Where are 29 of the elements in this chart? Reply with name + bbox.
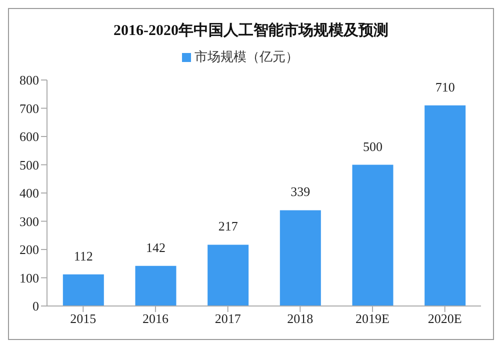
bar bbox=[62, 274, 104, 306]
bar bbox=[135, 266, 176, 306]
data-label: 112 bbox=[74, 248, 93, 264]
y-tick-label: 100 bbox=[20, 270, 39, 286]
y-tick-label: 600 bbox=[20, 129, 39, 144]
x-tick-label: 2018 bbox=[287, 311, 314, 326]
bar bbox=[424, 105, 466, 306]
y-tick-label: 700 bbox=[20, 100, 39, 116]
x-tick-label: 2019E bbox=[356, 311, 390, 326]
x-tick-label: 2017 bbox=[214, 311, 242, 326]
legend-label: 市场规模（亿元） bbox=[194, 50, 298, 65]
y-tick-label: 800 bbox=[20, 72, 39, 88]
y-tick-label: 400 bbox=[20, 186, 39, 201]
y-tick-label: 500 bbox=[20, 157, 39, 172]
y-tick-label: 0 bbox=[32, 298, 39, 314]
bar bbox=[352, 164, 394, 306]
x-tick-label: 2015 bbox=[70, 311, 96, 326]
data-label: 142 bbox=[146, 240, 166, 255]
bar bbox=[280, 210, 321, 306]
bar bbox=[208, 244, 249, 306]
y-tick-label: 300 bbox=[20, 214, 39, 229]
x-tick-label: 2020E bbox=[428, 311, 462, 326]
chart-title: 2016-2020年中国人工智能市场规模及预测 bbox=[112, 21, 390, 40]
x-tick-label: 2016 bbox=[142, 311, 169, 326]
data-label: 500 bbox=[362, 138, 382, 154]
data-label: 217 bbox=[218, 218, 238, 234]
data-label: 710 bbox=[435, 79, 455, 94]
y-tick-label: 200 bbox=[20, 242, 39, 258]
data-label: 339 bbox=[290, 184, 310, 200]
